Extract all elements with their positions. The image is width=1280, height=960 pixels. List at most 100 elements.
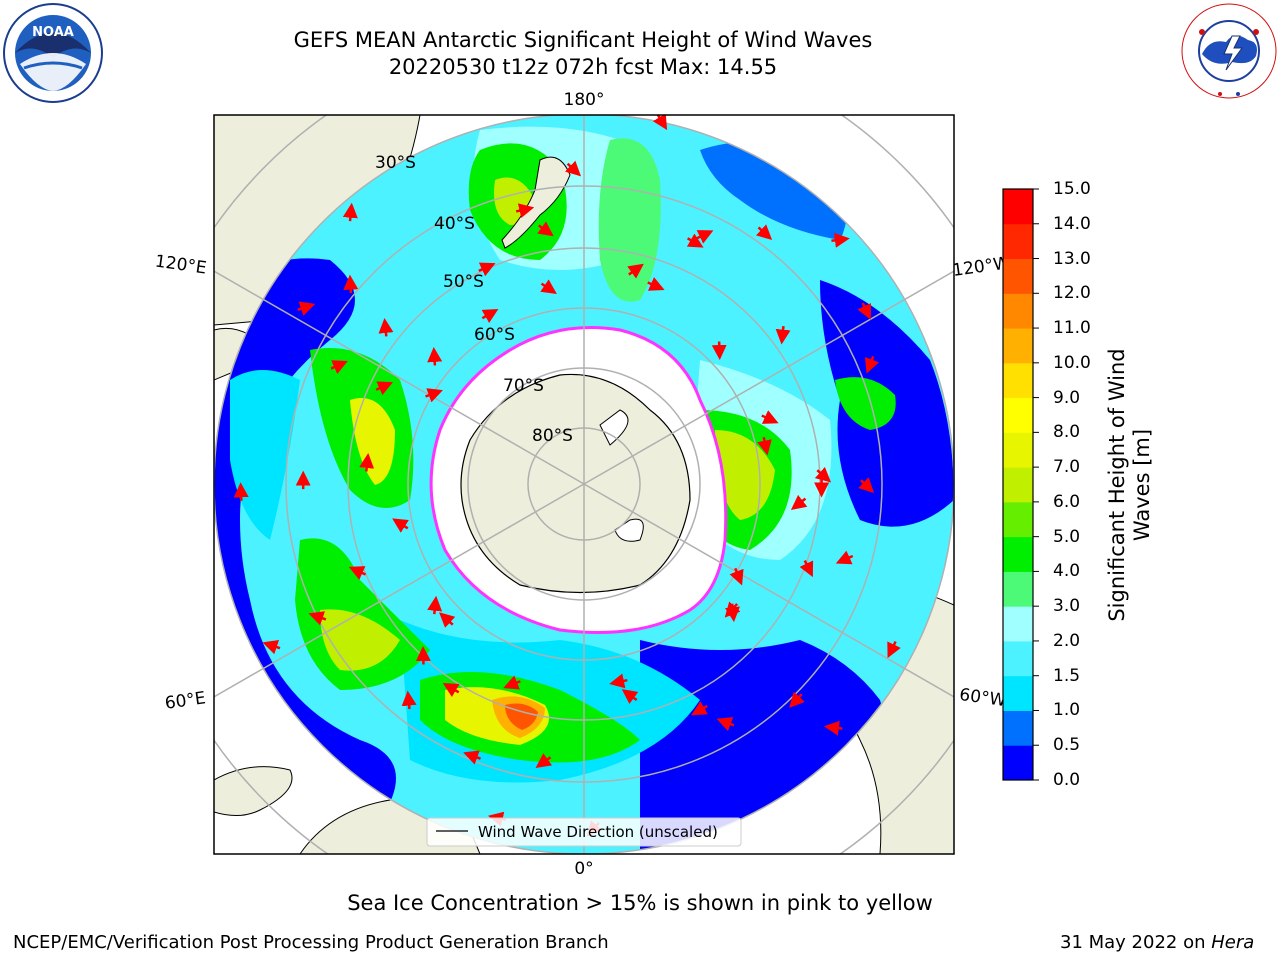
- footer-machine: Hera: [1211, 932, 1255, 953]
- wave-arrow: [401, 690, 417, 710]
- colorbar-tick-label: 15.0: [1053, 179, 1091, 199]
- colorbar-tick-label: 8.0: [1053, 422, 1081, 443]
- nws-logo-icon: [1181, 3, 1277, 99]
- colorbar-segment: [1003, 501, 1033, 538]
- wave-arrow: [378, 317, 394, 337]
- wave-arrow: [359, 453, 375, 472]
- wave-arrow: [297, 301, 316, 316]
- colorbar-tick-label: 13.0: [1053, 248, 1091, 269]
- wave-arrow: [463, 750, 481, 765]
- wave-arrow: [627, 263, 644, 279]
- colorbar-segment: [1003, 432, 1033, 468]
- colorbar-tick-label: 1.0: [1053, 700, 1081, 721]
- colorbar-segment: [1003, 710, 1033, 746]
- colorbar-tick-label: 1.5: [1053, 665, 1081, 686]
- wave-arrow: [729, 567, 744, 586]
- wave-arrow: [481, 308, 499, 323]
- colorbar-tick-label: 0.5: [1053, 735, 1081, 756]
- colorbar-segment: [1003, 606, 1033, 642]
- noaa-logo-icon: NOAA: [3, 3, 103, 103]
- wave-arrow: [425, 388, 443, 403]
- colorbar-tick-label: 9.0: [1053, 387, 1081, 408]
- wave-arrow: [761, 410, 779, 424]
- map-legend: Wind Wave Direction (unscaled): [426, 817, 742, 847]
- wave-arrow: [330, 360, 348, 374]
- wave-arrow: [515, 203, 535, 218]
- wave-arrow: [887, 640, 901, 659]
- colorbar-segment: [1003, 640, 1033, 677]
- wave-arrow: [864, 355, 879, 374]
- wave-arrow: [442, 683, 460, 698]
- wave-arrow: [427, 595, 443, 615]
- footer-date: 31 May 2022 on Hera: [1060, 932, 1254, 953]
- lat-label-60s: 60°S: [474, 325, 515, 345]
- colorbar-tick-label: 10.0: [1053, 352, 1091, 373]
- wave-arrow: [262, 639, 281, 655]
- colorbar-tick-label: 12.0: [1053, 283, 1091, 304]
- map-frame: [213, 114, 955, 855]
- wave-arrow: [691, 701, 708, 716]
- wave-arrow: [757, 436, 772, 456]
- wave-arrow: [652, 115, 668, 131]
- colorbar-segment: [1003, 397, 1033, 433]
- legend-label: Wind Wave Direction (unscaled): [478, 823, 718, 841]
- colorbar-segment: [1003, 328, 1033, 364]
- wave-arrow: [308, 611, 327, 626]
- colorbar-segment: [1003, 258, 1033, 294]
- wave-arrow: [564, 160, 582, 177]
- wave-arrow: [799, 559, 814, 578]
- colorbar-tick-label: 2.0: [1053, 630, 1081, 651]
- wave-arrow: [439, 612, 456, 628]
- wave-arrow: [540, 279, 557, 294]
- wave-arrow: [790, 494, 808, 511]
- lon-label-0: 0°: [574, 859, 593, 879]
- colorbar-tick-label: 4.0: [1053, 561, 1081, 582]
- wave-arrow: [503, 675, 521, 690]
- footer-date-text: 31 May 2022 on: [1060, 932, 1212, 953]
- colorbar-segment: [1003, 467, 1033, 503]
- wave-arrow: [835, 550, 854, 565]
- colorbar-segment: [1003, 571, 1033, 607]
- lat-label-50s: 50°S: [443, 272, 484, 292]
- colorbar-tick-label: 11.0: [1053, 318, 1091, 339]
- footer-credit: NCEP/EMC/Verification Post Processing Pr…: [13, 932, 609, 953]
- colorbar-segment: [1003, 362, 1033, 399]
- wave-arrow: [858, 477, 875, 494]
- colorbar-tick-label: 0.0: [1053, 770, 1081, 790]
- colorbar-tick-label: 5.0: [1053, 526, 1081, 547]
- sea-ice-caption: Sea Ice Concentration > 15% is shown in …: [347, 891, 933, 915]
- wave-arrow: [478, 262, 496, 277]
- wave-arrow: [686, 233, 704, 248]
- colorbar-tick-label: 6.0: [1053, 491, 1081, 512]
- colorbar-segment: [1003, 745, 1033, 781]
- lon-label-60w: 60°W: [958, 685, 1007, 711]
- colorbar-frame: [1002, 188, 1034, 781]
- wave-arrow: [348, 566, 367, 580]
- chart-title: GEFS MEAN Antarctic Significant Height o…: [293, 28, 873, 52]
- colorbar-tick-label: 7.0: [1053, 457, 1081, 478]
- colorbar-segment: [1003, 675, 1033, 711]
- colorbar-segment: [1003, 293, 1033, 329]
- lat-label-70s: 70°S: [503, 376, 544, 396]
- wave-arrow: [857, 302, 871, 320]
- wave-arrow: [609, 673, 628, 689]
- lon-label-180: 180°: [564, 90, 605, 110]
- colorbar-title: Significant Height of Wind Waves [m]: [1105, 348, 1154, 622]
- lat-label-80s: 80°S: [532, 426, 573, 446]
- wave-arrow: [831, 232, 850, 248]
- wave-arrow: [375, 381, 394, 396]
- wave-arrow: [621, 689, 639, 705]
- wave-direction-arrows: [233, 115, 901, 884]
- wave-arrow: [342, 202, 358, 222]
- colorbar-segment: [1003, 536, 1033, 572]
- wave-arrow: [814, 466, 832, 483]
- lon-label-120e: 120°E: [154, 252, 208, 279]
- wave-arrow: [651, 875, 657, 884]
- wave-arrow: [647, 277, 665, 291]
- wave-arrow: [343, 274, 359, 294]
- wave-arrow: [755, 224, 773, 240]
- lon-label-60e: 60°E: [164, 688, 207, 713]
- wave-arrow: [392, 518, 409, 533]
- lat-label-40s: 40°S: [434, 214, 475, 234]
